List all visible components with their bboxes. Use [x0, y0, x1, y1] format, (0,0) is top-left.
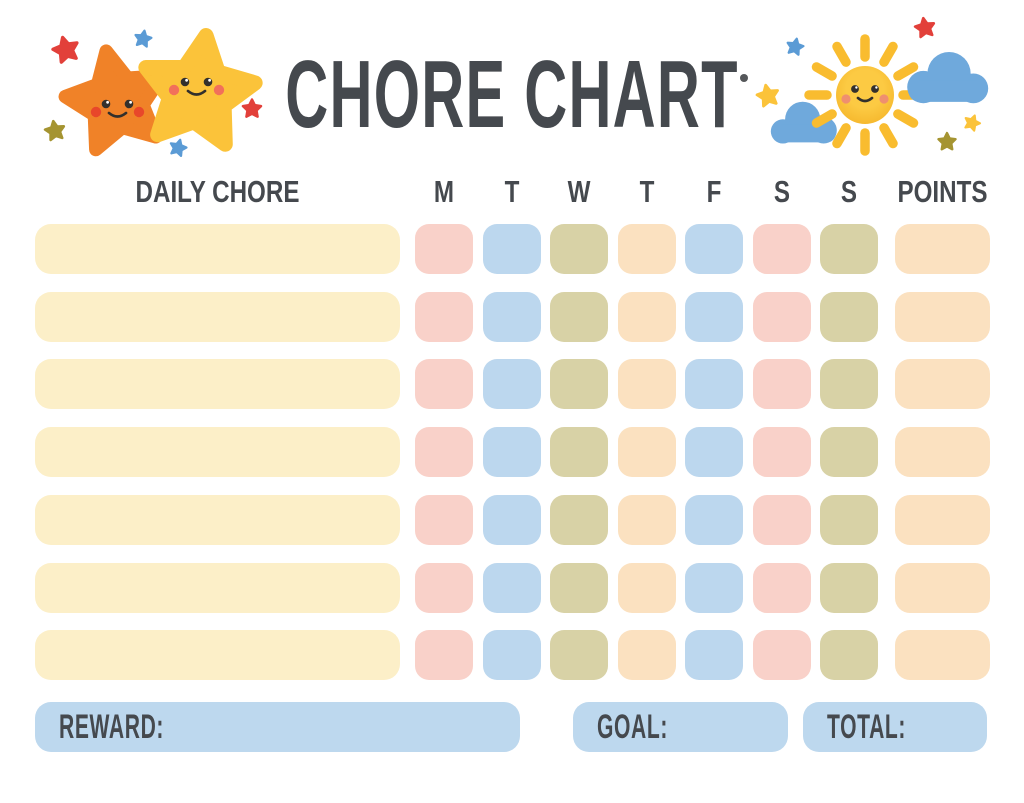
day-cell[interactable]: [685, 630, 743, 680]
day-cell[interactable]: [820, 359, 878, 409]
small-star-icon: [42, 118, 68, 142]
day-cell[interactable]: [685, 359, 743, 409]
day-cell[interactable]: [685, 427, 743, 477]
points-cell[interactable]: [895, 224, 990, 274]
day-cell[interactable]: [415, 563, 473, 613]
points-cell[interactable]: [895, 359, 990, 409]
day-cell[interactable]: [820, 427, 878, 477]
small-star-icon: [961, 111, 983, 133]
day-cell[interactable]: [415, 427, 473, 477]
day-cell[interactable]: [617, 563, 676, 613]
reward-field[interactable]: REWARD:: [35, 702, 520, 752]
chore-name-field[interactable]: [35, 292, 400, 342]
cloud-icon: [770, 101, 837, 144]
day-cell[interactable]: [482, 563, 541, 613]
day-cell[interactable]: [820, 563, 878, 613]
day-cell[interactable]: [415, 292, 473, 342]
chore-name-field[interactable]: [35, 359, 400, 409]
day-cell[interactable]: [752, 495, 811, 545]
day-cell[interactable]: [617, 359, 676, 409]
orange-star-face: [90, 99, 145, 118]
day-cell[interactable]: [482, 630, 541, 680]
points-cell[interactable]: [895, 563, 990, 613]
small-star-icon: [49, 32, 83, 66]
small-star-icon: [167, 136, 190, 158]
goal-label: GOAL:: [597, 707, 669, 746]
day-cell[interactable]: [617, 427, 676, 477]
day-cell[interactable]: [617, 495, 676, 545]
day-cell[interactable]: [617, 292, 676, 342]
day-cell[interactable]: [550, 292, 608, 342]
sun-clouds-decoration: [740, 15, 989, 156]
chore-name-field[interactable]: [35, 563, 400, 613]
day-header-4: T: [639, 174, 654, 209]
day-cell[interactable]: [550, 359, 608, 409]
day-cell[interactable]: [550, 563, 608, 613]
chore-name-field[interactable]: [35, 224, 400, 274]
day-header-7: S: [840, 174, 858, 209]
day-cell[interactable]: [415, 224, 473, 274]
day-header-1: M: [433, 174, 455, 209]
points-cell[interactable]: [895, 630, 990, 680]
small-star-icon: [912, 15, 938, 39]
day-cell[interactable]: [617, 630, 676, 680]
day-cell[interactable]: [617, 224, 676, 274]
day-cell[interactable]: [820, 495, 878, 545]
chore-name-field[interactable]: [35, 630, 400, 680]
day-cell[interactable]: [820, 630, 878, 680]
sun-face: [841, 85, 889, 104]
points-cell[interactable]: [895, 495, 990, 545]
day-cell[interactable]: [550, 495, 608, 545]
chore-name-field[interactable]: [35, 495, 400, 545]
day-cell[interactable]: [752, 630, 811, 680]
small-star-icon: [754, 81, 782, 109]
goal-field[interactable]: GOAL:: [573, 702, 788, 752]
day-cell[interactable]: [685, 224, 743, 274]
day-cell[interactable]: [482, 292, 541, 342]
day-cell[interactable]: [415, 495, 473, 545]
day-cell[interactable]: [752, 563, 811, 613]
day-cell[interactable]: [482, 359, 541, 409]
day-cell[interactable]: [415, 630, 473, 680]
total-label: TOTAL:: [827, 707, 907, 746]
chore-name-field[interactable]: [35, 427, 400, 477]
day-cell[interactable]: [820, 292, 878, 342]
small-star-icon: [937, 131, 957, 151]
points-cell[interactable]: [895, 427, 990, 477]
yellow-star-face: [168, 77, 225, 96]
day-cell[interactable]: [550, 630, 608, 680]
day-cell[interactable]: [482, 495, 541, 545]
sun-icon: [836, 66, 894, 124]
day-cell[interactable]: [685, 292, 743, 342]
day-cell[interactable]: [550, 427, 608, 477]
chore-column-header: DAILY CHORE: [135, 174, 300, 209]
page-title: CHORE CHART: [285, 41, 739, 148]
gray-dot: [740, 74, 748, 82]
day-cell[interactable]: [415, 359, 473, 409]
day-cell[interactable]: [752, 427, 811, 477]
day-cell[interactable]: [752, 224, 811, 274]
day-header-6: S: [773, 174, 790, 209]
small-star-icon: [784, 35, 806, 57]
stars-decoration: [42, 14, 273, 166]
total-field[interactable]: TOTAL:: [803, 702, 987, 752]
reward-label: REWARD:: [59, 707, 165, 746]
points-column-header: POINTS: [897, 174, 988, 209]
day-header-3: W: [567, 174, 591, 209]
cloud-icon: [907, 51, 989, 104]
day-cell[interactable]: [752, 292, 811, 342]
day-cell[interactable]: [482, 427, 541, 477]
day-cell[interactable]: [685, 563, 743, 613]
small-star-icon: [132, 28, 154, 49]
points-cell[interactable]: [895, 292, 990, 342]
day-cell[interactable]: [482, 224, 541, 274]
day-cell[interactable]: [752, 359, 811, 409]
day-cell[interactable]: [685, 495, 743, 545]
day-header-5: F: [706, 174, 722, 209]
day-cell[interactable]: [820, 224, 878, 274]
day-header-2: T: [504, 174, 519, 209]
day-cell[interactable]: [550, 224, 608, 274]
